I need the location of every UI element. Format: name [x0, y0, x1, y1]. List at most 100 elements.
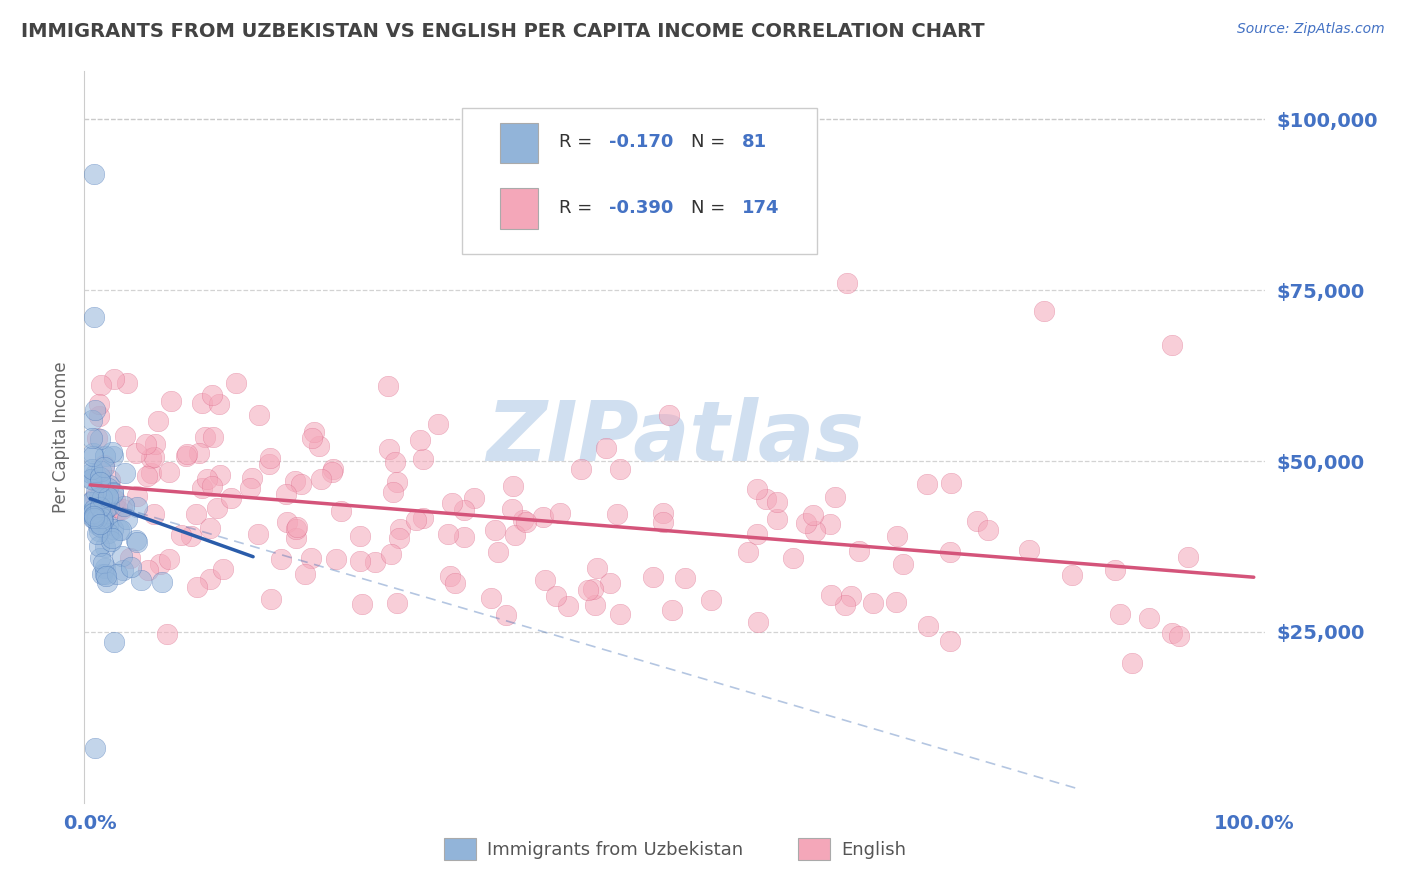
Point: [136, 469, 159, 483]
Point: [308, 439, 330, 453]
Point: [120, 560, 142, 574]
Point: [546, 589, 568, 603]
Point: [502, 479, 524, 493]
Point: [651, 515, 673, 529]
Point: [125, 500, 148, 514]
Point: [804, 524, 827, 538]
Point: [481, 591, 503, 605]
Point: [143, 437, 166, 451]
Point: [129, 573, 152, 587]
Point: [1018, 542, 1040, 557]
Point: [80, 495, 103, 509]
Point: [159, 394, 181, 409]
Point: [503, 528, 526, 542]
Point: [745, 526, 768, 541]
Point: [103, 485, 125, 500]
Point: [205, 500, 228, 515]
Point: [90, 377, 112, 392]
FancyBboxPatch shape: [501, 188, 538, 228]
Point: [148, 414, 170, 428]
Point: [384, 455, 406, 469]
Point: [91, 556, 114, 570]
Point: [125, 535, 148, 549]
Point: [512, 512, 534, 526]
Point: [197, 472, 219, 486]
Point: [412, 452, 434, 467]
Point: [463, 491, 485, 505]
Point: [94, 541, 117, 555]
Point: [444, 576, 467, 591]
Text: Source: ZipAtlas.com: Source: ZipAtlas.com: [1237, 22, 1385, 37]
Point: [285, 522, 308, 536]
Point: [239, 481, 262, 495]
Point: [97, 481, 120, 495]
Point: [284, 475, 307, 489]
Point: [202, 430, 225, 444]
Point: [380, 547, 402, 561]
Point: [103, 449, 125, 463]
Point: [330, 504, 353, 518]
Point: [848, 544, 870, 558]
Point: [91, 515, 114, 529]
Point: [211, 562, 233, 576]
Point: [96, 569, 118, 583]
Point: [142, 507, 165, 521]
Point: [191, 395, 214, 409]
Point: [80, 431, 103, 445]
Point: [187, 446, 209, 460]
Point: [193, 430, 215, 444]
Point: [862, 596, 884, 610]
Point: [1177, 549, 1199, 564]
Text: R =: R =: [560, 199, 598, 217]
Point: [80, 472, 103, 486]
Point: [747, 482, 769, 496]
Point: [484, 523, 506, 537]
Point: [91, 510, 114, 524]
Point: [125, 446, 148, 460]
FancyBboxPatch shape: [463, 108, 817, 254]
Point: [83, 509, 105, 524]
Point: [83, 501, 105, 516]
Point: [405, 513, 427, 527]
Point: [84, 485, 107, 500]
Point: [97, 526, 120, 541]
Point: [97, 491, 120, 506]
Point: [103, 372, 125, 386]
Text: -0.170: -0.170: [609, 133, 673, 152]
Point: [174, 449, 197, 463]
Point: [794, 516, 817, 531]
Point: [270, 552, 292, 566]
Point: [110, 523, 132, 537]
Point: [83, 167, 105, 181]
Point: [86, 431, 108, 445]
Point: [186, 580, 208, 594]
Point: [83, 490, 105, 504]
Text: ZIPatlas: ZIPatlas: [486, 397, 863, 477]
Point: [101, 445, 124, 459]
Point: [700, 593, 723, 607]
Point: [221, 491, 243, 505]
Point: [83, 511, 105, 525]
Point: [84, 511, 107, 525]
Point: [86, 527, 108, 541]
Point: [301, 431, 323, 445]
Point: [89, 500, 111, 515]
Point: [96, 574, 118, 589]
FancyBboxPatch shape: [501, 122, 538, 163]
Point: [820, 588, 842, 602]
Point: [108, 523, 131, 537]
Point: [82, 506, 104, 520]
Point: [111, 502, 134, 516]
Point: [609, 461, 631, 475]
Point: [125, 490, 148, 504]
Point: [259, 451, 281, 466]
Point: [426, 417, 449, 431]
Point: [191, 481, 214, 495]
Text: R =: R =: [560, 133, 598, 152]
Point: [285, 531, 308, 545]
Point: [939, 545, 962, 559]
Point: [766, 512, 789, 526]
Point: [260, 591, 283, 606]
Text: N =: N =: [692, 133, 731, 152]
Point: [325, 552, 347, 566]
